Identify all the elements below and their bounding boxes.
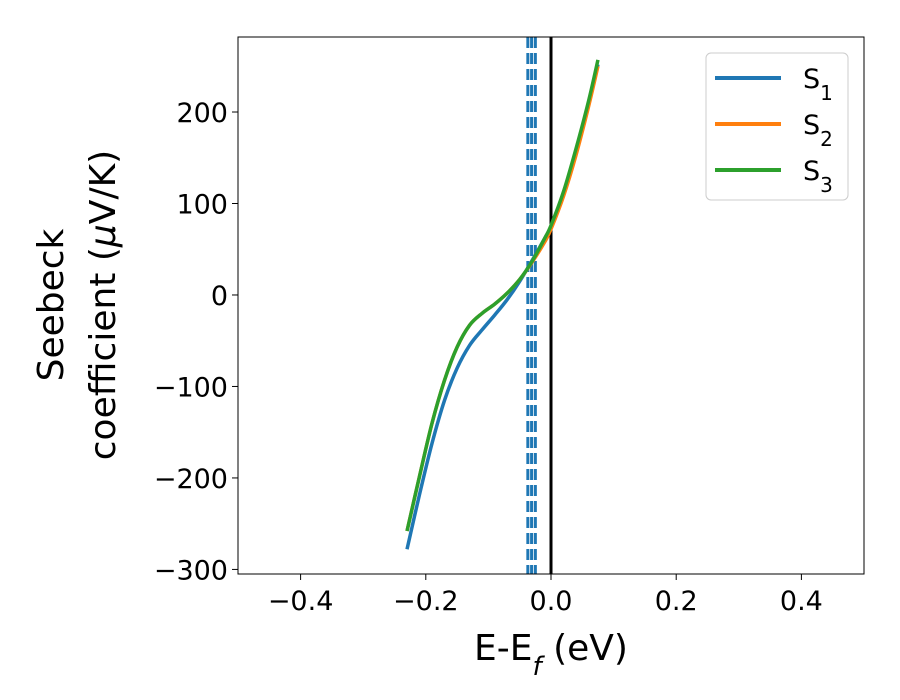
x-tick-label: −0.2 bbox=[393, 586, 459, 617]
x-tick-label: −0.4 bbox=[268, 586, 334, 617]
legend-box bbox=[705, 52, 849, 201]
x-tick-label: 0.2 bbox=[655, 586, 698, 617]
series-line-s1 bbox=[405, 64, 600, 550]
ticks-layer: −0.4 −0.2 0.0 0.2 0.4 −300 −200 −100 0 100 200 bbox=[154, 98, 823, 617]
y-tick-label: −100 bbox=[154, 372, 228, 403]
y-tick-label: −300 bbox=[154, 555, 228, 586]
legend-label: S2 bbox=[803, 110, 833, 151]
plot-frame bbox=[237, 36, 865, 575]
y-axis-label-line1: Seebeck bbox=[31, 228, 72, 381]
x-tick-label: 0.4 bbox=[780, 586, 823, 617]
legend-item-s2: S2 bbox=[715, 110, 833, 151]
y-tick-label: 100 bbox=[176, 189, 228, 220]
series-line-s3 bbox=[405, 59, 600, 532]
legend-label: S1 bbox=[803, 64, 833, 105]
legend-item-s1: S1 bbox=[715, 64, 833, 105]
y-tick-label: 0 bbox=[211, 281, 228, 312]
x-tick-label: 0.0 bbox=[530, 586, 573, 617]
legend-label: S3 bbox=[803, 156, 833, 197]
y-tick-label: 200 bbox=[176, 98, 228, 129]
legend-item-s3: S3 bbox=[715, 156, 833, 197]
x-axis-label: E-Ef (eV) bbox=[474, 628, 628, 682]
y-tick-label: −200 bbox=[154, 464, 228, 495]
reference-lines-layer bbox=[526, 37, 553, 574]
y-axis-label: Seebeck coefficient (μV/K) bbox=[31, 150, 124, 460]
legend: S1 S2 S3 bbox=[705, 52, 849, 201]
y-axis-label-line2: coefficient (μV/K) bbox=[83, 150, 124, 460]
series-layer bbox=[405, 59, 600, 550]
